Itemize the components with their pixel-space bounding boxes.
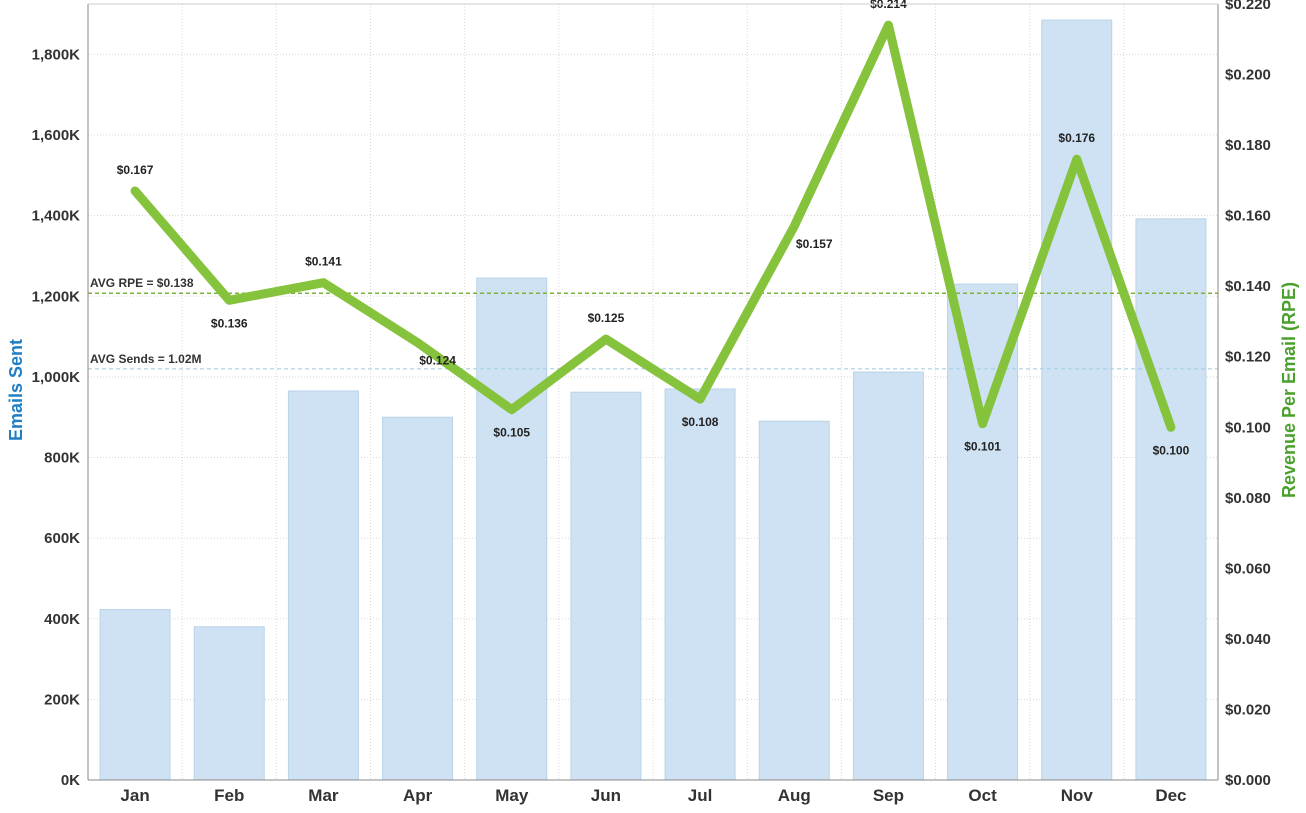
right-tick-label: $0.200: [1225, 67, 1271, 84]
right-tick-label: $0.020: [1225, 701, 1271, 718]
reference-label-avg-rpe: AVG RPE = $0.138: [90, 276, 194, 290]
x-tick-label-may: May: [495, 786, 529, 805]
bar-apr: [382, 416, 454, 781]
left-tick-label: 1,400K: [32, 208, 81, 225]
x-tick-label-nov: Nov: [1061, 786, 1094, 805]
rpe-label-dec: $0.100: [1153, 443, 1190, 457]
rpe-point-nov: [1074, 157, 1079, 162]
rpe-point-jul: [698, 397, 703, 402]
bar-feb: [193, 626, 265, 781]
rpe-point-dec: [1168, 425, 1173, 430]
rpe-label-jan: $0.167: [117, 163, 154, 177]
rpe-label-may: $0.105: [493, 426, 530, 440]
right-tick-label: $0.040: [1225, 631, 1271, 648]
rpe-label-jun: $0.125: [588, 311, 625, 325]
bar-series-emails-sent: [99, 19, 1207, 781]
bar-may: [476, 277, 548, 781]
right-tick-label: $0.080: [1225, 490, 1271, 507]
right-tick-label: $0.000: [1225, 772, 1271, 789]
right-axis-title: Revenue Per Email (RPE): [1279, 282, 1299, 498]
line-series-rpe: [130, 20, 1176, 432]
left-tick-label: 800K: [44, 450, 80, 467]
x-tick-label-jan: Jan: [120, 786, 149, 805]
x-axis-ticks: Jan Feb Mar Apr May Jun Jul Aug Sep Oct Nov Dec: [120, 786, 1186, 805]
right-tick-label: $0.120: [1225, 349, 1271, 366]
rpe-point-jan: [133, 188, 138, 193]
left-tick-label: 1,600K: [32, 127, 81, 144]
left-tick-label: 0K: [61, 772, 80, 789]
rpe-label-nov: $0.176: [1058, 131, 1095, 145]
rpe-point-mar: [321, 280, 326, 285]
x-tick-label-sep: Sep: [873, 786, 904, 805]
rpe-label-aug: $0.157: [796, 237, 833, 251]
left-tick-label: 200K: [44, 691, 80, 708]
right-tick-label: $0.220: [1225, 0, 1271, 13]
rpe-point-sep: [886, 23, 891, 28]
axes: [87, 3, 1219, 781]
x-tick-label-jun: Jun: [591, 786, 621, 805]
x-tick-label-oct: Oct: [968, 786, 997, 805]
x-tick-label-aug: Aug: [778, 786, 811, 805]
rpe-point-jun: [603, 337, 608, 342]
left-tick-label: 600K: [44, 530, 80, 547]
bar-jun: [570, 391, 642, 781]
bar-nov: [1041, 19, 1113, 781]
left-tick-label: 400K: [44, 611, 80, 628]
gridlines: [88, 4, 1218, 781]
right-tick-label: $0.180: [1225, 137, 1271, 154]
left-tick-label: 1,200K: [32, 288, 81, 305]
rpe-point-oct: [980, 421, 985, 426]
rpe-line: [130, 20, 1176, 432]
rpe-point-aug: [792, 224, 797, 229]
left-tick-label: 1,800K: [32, 46, 81, 63]
bar-aug: [758, 420, 830, 781]
bar-dec: [1135, 218, 1207, 781]
left-axis-title: Emails Sent: [6, 339, 26, 441]
x-tick-label-apr: Apr: [403, 786, 433, 805]
right-tick-label: $0.140: [1225, 278, 1271, 295]
rpe-point-feb: [227, 298, 232, 303]
right-tick-label: $0.100: [1225, 419, 1271, 436]
rpe-label-jul: $0.108: [682, 415, 719, 429]
right-tick-label: $0.160: [1225, 208, 1271, 225]
x-tick-label-jul: Jul: [688, 786, 713, 805]
rpe-point-may: [509, 407, 514, 412]
x-tick-label-feb: Feb: [214, 786, 244, 805]
right-tick-label: $0.060: [1225, 560, 1271, 577]
bar-sep: [852, 371, 924, 781]
reference-label-avg-sends: AVG Sends = 1.02M: [90, 352, 202, 366]
rpe-label-mar: $0.141: [305, 255, 342, 269]
bar-jul: [664, 388, 736, 781]
rpe-label-sep: $0.214: [870, 0, 907, 11]
data-labels: $0.167 $0.136 $0.141 $0.124 $0.105 $0.125 $0.1…: [117, 0, 1190, 457]
rpe-label-apr: $0.124: [419, 354, 456, 368]
left-tick-label: 1,000K: [32, 369, 81, 386]
left-axis-ticks: 0K 200K 400K 600K 800K 1,000K 1,200K 1,400K 1,60…: [32, 46, 81, 789]
x-tick-label-mar: Mar: [308, 786, 339, 805]
rpe-point-apr: [415, 340, 420, 345]
right-axis-ticks: $0.000 $0.020 $0.040 $0.060 $0.080 $0.100 $0.1…: [1225, 0, 1271, 789]
bar-mar: [287, 390, 359, 781]
rpe-label-feb: $0.136: [211, 316, 248, 330]
bar-jan: [99, 608, 171, 781]
x-tick-label-dec: Dec: [1155, 786, 1186, 805]
rpe-label-oct: $0.101: [964, 440, 1001, 454]
